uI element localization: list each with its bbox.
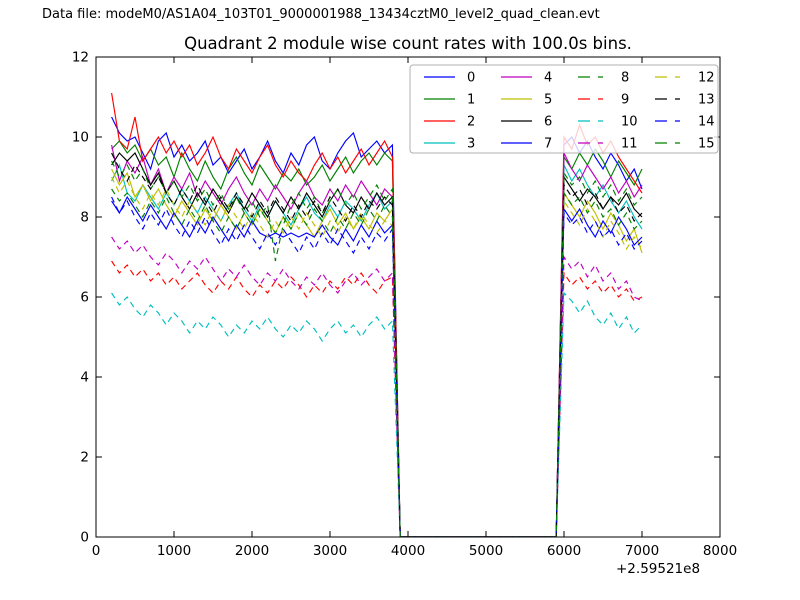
series-line-12 [111,176,643,537]
legend-label-10: 10 [621,115,638,130]
legend-label-14: 14 [698,115,715,130]
x-tick-label: 0 [92,543,101,559]
series-line-15 [111,188,643,537]
series-line-6 [111,152,643,537]
y-tick-label: 4 [80,370,89,386]
x-tick-label: 4000 [391,543,425,559]
legend-label-2: 2 [467,115,475,130]
y-tick-label: 6 [80,290,89,306]
series-line-4 [111,144,643,537]
x-tick-label: 6000 [547,543,581,559]
series-line-8 [111,160,643,537]
x-tick-label: 8000 [703,543,737,559]
y-tick-label: 10 [72,130,89,146]
series-line-9 [111,260,643,537]
legend-label-9: 9 [621,93,629,108]
legend-label-1: 1 [467,93,475,108]
legend-label-15: 15 [698,137,715,152]
x-tick-label: 7000 [625,543,659,559]
y-tick-label: 2 [80,450,89,466]
legend-label-13: 13 [698,93,715,108]
x-tick-label: 2000 [235,543,269,559]
series-line-11 [111,236,643,537]
x-tick-label: 5000 [469,543,503,559]
legend-label-5: 5 [544,93,552,108]
legend-label-11: 11 [621,137,638,152]
chart-title: Quadrant 2 module wise count rates with … [184,34,632,53]
legend-label-4: 4 [544,71,552,86]
legend-box [409,64,719,154]
legend-label-7: 7 [544,137,552,152]
y-tick-label: 8 [80,210,89,226]
y-tick-label: 0 [80,530,89,546]
series-line-13 [111,152,643,537]
legend-label-8: 8 [621,71,629,86]
series-line-1 [111,140,643,537]
series-line-10 [111,291,643,537]
x-tick-label: 3000 [313,543,347,559]
data-file-label: Data file: modeM0/AS1A04_103T01_90000019… [42,7,600,22]
series-line-0 [111,116,643,537]
series-line-5 [111,168,643,537]
series-line-2 [111,92,643,537]
legend-label-6: 6 [544,115,552,130]
y-tick-label: 12 [72,50,89,66]
series-line-14 [111,196,643,537]
legend-label-12: 12 [698,71,715,86]
legend-label-0: 0 [467,71,475,86]
x-axis-offset-label: +2.59521e8 [616,561,701,577]
legend-label-3: 3 [467,137,475,152]
x-tick-label: 1000 [157,543,191,559]
